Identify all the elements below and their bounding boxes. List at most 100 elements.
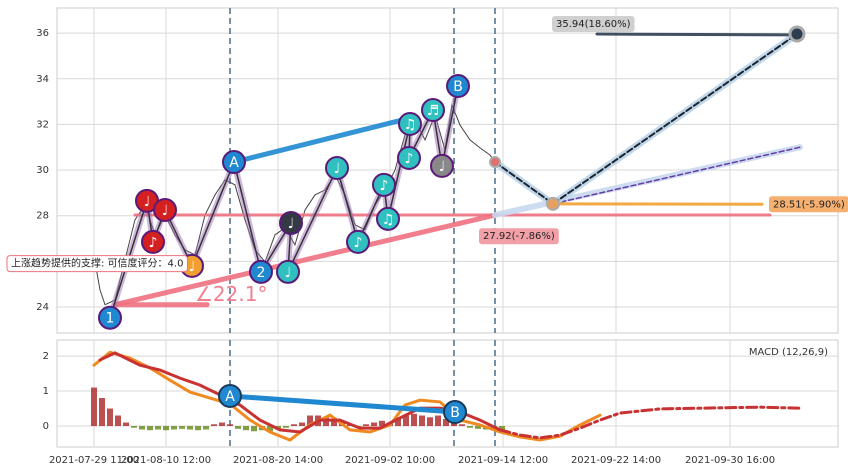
hist-bar xyxy=(179,426,185,429)
hist-bar xyxy=(163,426,169,431)
hist-bar xyxy=(291,424,297,427)
wave-marker xyxy=(430,153,454,178)
hist-bar xyxy=(91,387,97,427)
annotation-box xyxy=(769,196,848,213)
y-tick-label: 28 xyxy=(36,211,49,222)
hist-bar xyxy=(467,426,473,428)
wave-marker xyxy=(249,259,273,284)
hist-bar xyxy=(211,424,217,427)
macd-title: MACD (12,26,9) xyxy=(749,347,828,358)
hist-bar xyxy=(435,415,441,427)
annotation-text: 上涨趋势提供的支撑: 可信度评分：4.0 xyxy=(11,257,183,270)
wave-label: B xyxy=(453,79,463,95)
wave-marker xyxy=(98,305,122,330)
target-point xyxy=(788,25,806,43)
wave-marker xyxy=(346,229,370,254)
wave-label: ♩ xyxy=(162,203,169,219)
hist-bar xyxy=(235,426,241,429)
x-tick-label: 2021-09-30 16:00 xyxy=(685,455,775,466)
hist-bar xyxy=(123,422,129,427)
annotation-box xyxy=(479,228,559,245)
wave-label: ♪ xyxy=(354,235,363,251)
annotation-text: 35.94(18.60%) xyxy=(556,19,631,30)
hist-bar xyxy=(299,422,305,427)
wave-label: A xyxy=(229,155,239,171)
wave-marker xyxy=(279,210,303,235)
start-point xyxy=(489,156,501,169)
x-tick-label: 2021-07-29 11:00 xyxy=(49,455,139,466)
wave-label: ♫ xyxy=(404,117,417,133)
hist-bar xyxy=(115,415,121,427)
y-tick-label: 0 xyxy=(43,421,49,432)
wave-label: ♫ xyxy=(382,212,395,228)
wave-marker xyxy=(421,98,445,123)
x-tick-label: 2021-09-02 10:00 xyxy=(345,455,435,466)
hist-bar xyxy=(307,415,313,427)
wave-label: 1 xyxy=(106,311,115,327)
x-tick-label: 2021-09-14 12:00 xyxy=(458,455,548,466)
wave-label: ♩ xyxy=(439,159,446,175)
wave-marker xyxy=(372,172,396,197)
hist-bar xyxy=(403,415,409,427)
hist-bar xyxy=(227,424,233,427)
trend-line xyxy=(229,393,456,415)
wave-marker xyxy=(376,206,400,231)
hist-bar xyxy=(267,426,273,432)
x-tick-label: 2021-09-22 14:00 xyxy=(571,455,661,466)
y-tick-label: 2 xyxy=(43,351,49,362)
hist-bar xyxy=(379,420,385,427)
pivot-point xyxy=(546,196,560,211)
hist-bar xyxy=(475,426,481,429)
hist-bar xyxy=(243,426,249,431)
hist-bar xyxy=(139,426,145,430)
wave-label: ♪ xyxy=(405,151,414,167)
wave-label: ♪ xyxy=(380,178,389,194)
wave-marker xyxy=(222,150,246,175)
wave-marker xyxy=(443,400,467,425)
wave-marker xyxy=(276,259,300,284)
y-tick-label: 32 xyxy=(36,119,49,130)
wave-label: B xyxy=(450,405,460,421)
annotation-line xyxy=(231,115,413,165)
hist-bar xyxy=(171,426,177,430)
wave-label: ♬ xyxy=(427,103,440,119)
hist-bar xyxy=(443,419,449,427)
hist-bar xyxy=(203,426,209,430)
wave-marker xyxy=(218,383,242,408)
wave-marker xyxy=(153,197,177,222)
x-tick-label: 2021-08-10 12:00 xyxy=(121,455,211,466)
hist-bar xyxy=(363,424,369,427)
annotation-box xyxy=(6,255,188,273)
annotation-line xyxy=(112,212,498,308)
wave-label: ♪ xyxy=(149,235,158,251)
hist-bar xyxy=(451,422,457,427)
annotation-box xyxy=(552,15,635,32)
hist-bar xyxy=(395,417,401,427)
wave-marker xyxy=(397,145,421,170)
hist-bar xyxy=(99,398,105,427)
wave-marker xyxy=(325,155,349,180)
y-tick-label: 1 xyxy=(43,386,49,397)
hist-bar xyxy=(499,426,505,430)
macd-line xyxy=(92,350,602,442)
wave-label: ♩ xyxy=(144,194,151,210)
hist-bar xyxy=(155,426,161,430)
y-tick-label: 30 xyxy=(36,165,49,176)
hist-bar xyxy=(459,424,465,427)
annotation-text: 27.92(-7.86%) xyxy=(483,231,555,242)
x-tick-label: 2021-08-20 14:00 xyxy=(233,455,323,466)
hist-bar xyxy=(331,419,337,427)
hist-bar xyxy=(283,426,289,428)
hist-bar xyxy=(251,426,257,432)
hist-bar xyxy=(147,426,153,431)
wave-marker xyxy=(141,229,165,254)
annotation-text: 28.51(-5.90%) xyxy=(773,199,845,210)
hist-bar xyxy=(419,415,425,427)
y-tick-label: 34 xyxy=(36,74,49,85)
hist-bar xyxy=(131,426,137,428)
hist-bar xyxy=(323,417,329,427)
hist-bar xyxy=(411,413,417,427)
wave-label: ♩ xyxy=(189,259,196,275)
wave-label: ♩ xyxy=(334,161,341,177)
